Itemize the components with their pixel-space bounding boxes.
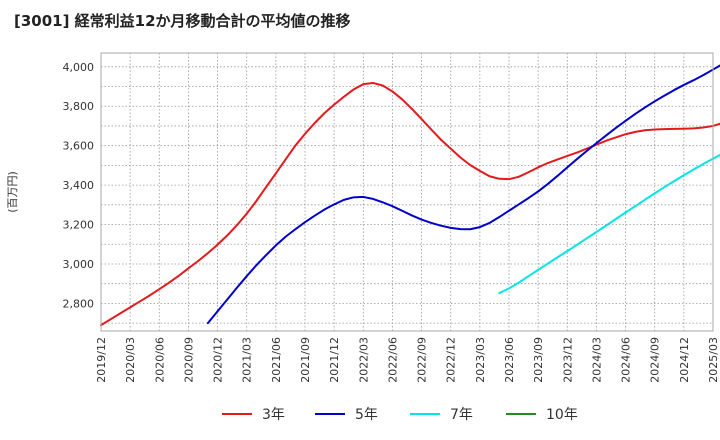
x-tick-label: 2021/12 [328,337,341,383]
x-tick-label: 2023/09 [532,337,545,383]
x-tick-label: 2025/03 [707,337,720,383]
x-tick-label: 2020/06 [153,337,166,383]
legend: 3年 5年 7年 10年 [222,407,578,423]
x-tick-label: 2023/12 [561,337,574,383]
y-axis-ticks: 2,800 3,000 3,200 3,400 3,600 3,800 4,000 [63,61,95,311]
x-tick-label: 2021/09 [299,337,312,383]
y-tick-label: 3,400 [63,179,95,192]
y-tick-label: 3,000 [63,258,95,271]
x-tick-label: 2020/03 [124,337,137,383]
x-tick-label: 2022/09 [416,337,429,383]
x-tick-label: 2021/03 [241,337,254,383]
x-tick-label: 2022/12 [445,337,458,383]
legend-label: 5年 [355,407,378,423]
y-tick-label: 3,200 [63,219,95,232]
legend-label: 7年 [450,407,473,423]
x-tick-label: 2024/06 [620,337,633,383]
grid-layer [100,53,714,331]
series-layer [100,64,720,327]
chart-title: [3001] 経常利益12か月移動合計の平均値の推移 [14,12,351,30]
series-line [498,153,720,295]
y-tick-label: 3,800 [63,100,95,113]
x-tick-label: 2023/03 [474,337,487,383]
legend-label: 3年 [262,407,285,423]
x-tick-label: 2024/03 [590,337,603,383]
legend-label: 10年 [546,407,578,423]
y-tick-label: 3,600 [63,140,95,153]
x-tick-label: 2022/06 [386,337,399,383]
x-axis-ticks: 2019/12 2020/03 2020/06 2020/09 2020/12 2021/… [95,337,720,383]
y-axis-label: (百万円) [6,171,19,213]
x-tick-label: 2024/12 [678,337,691,383]
series-line [100,81,720,327]
x-tick-label: 2020/12 [212,337,225,383]
x-tick-label: 2019/12 [95,337,108,383]
plot-frame [100,52,714,332]
series-line [206,64,720,325]
y-tick-label: 2,800 [63,297,95,310]
x-tick-label: 2023/06 [503,337,516,383]
x-tick-label: 2024/09 [649,337,662,383]
x-tick-label: 2022/03 [357,337,370,383]
y-tick-label: 4,000 [63,61,95,74]
x-tick-label: 2021/06 [270,337,283,383]
x-tick-label: 2020/09 [182,337,195,383]
